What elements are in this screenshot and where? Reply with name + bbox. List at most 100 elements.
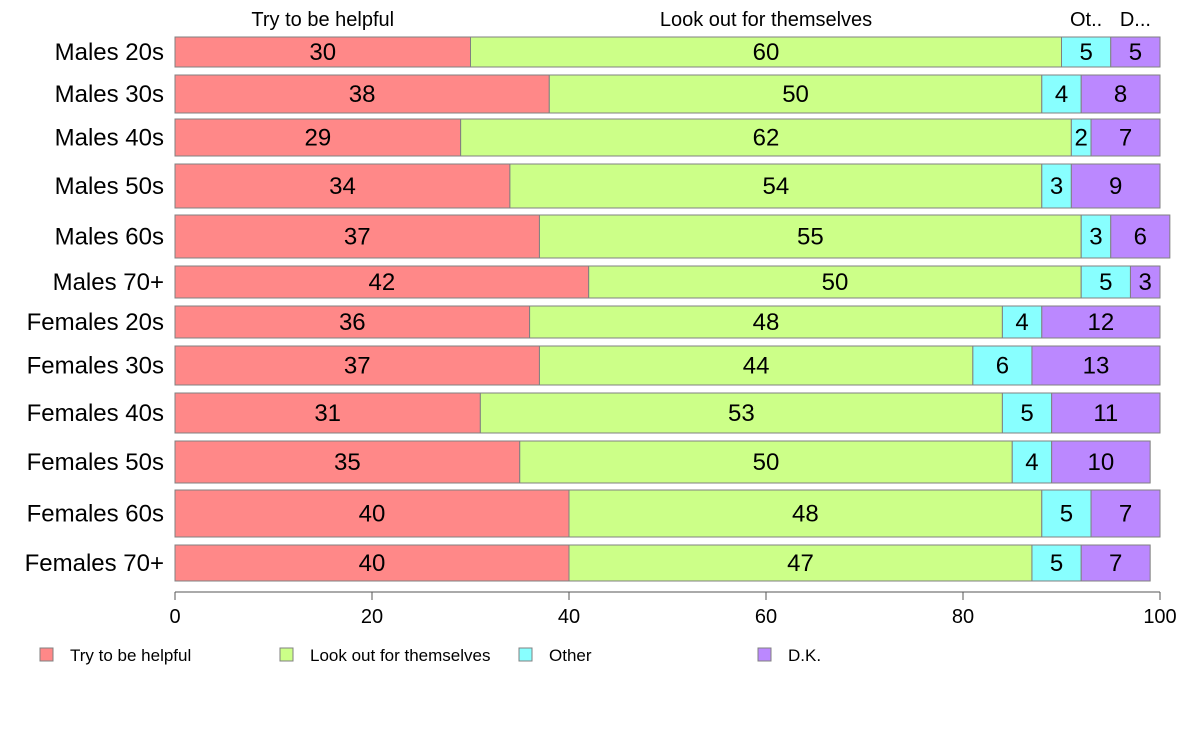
x-tick-label: 40 <box>558 606 580 628</box>
bar-segment-look-out-for-themselves <box>519 440 1013 484</box>
bar-segment-look-out-for-themselves <box>529 305 1003 339</box>
legend-label: D.K. <box>788 646 821 665</box>
data-label: 3 <box>1050 173 1063 200</box>
bar-segment-d-k <box>1110 36 1161 68</box>
category-label: Females 50s <box>27 449 164 476</box>
data-label: 47 <box>787 550 814 577</box>
bar-row-males-50s: 34 54 3 9 <box>174 163 1161 209</box>
data-label: 50 <box>782 81 809 108</box>
x-tick-label: 0 <box>169 606 180 628</box>
top-label-d-k: D... <box>1120 9 1151 31</box>
bar-row-females-60s: 40 48 5 7 <box>174 489 1161 538</box>
data-label: 40 <box>359 501 386 528</box>
data-label: 13 <box>1083 353 1110 380</box>
data-label: 53 <box>728 400 755 427</box>
data-label: 10 <box>1088 449 1115 476</box>
legend-item-d-k: D.K. <box>757 646 821 665</box>
x-tick-label: 60 <box>755 606 777 628</box>
bar-segment-other <box>1080 265 1131 299</box>
bar-row-males-20s: 30 60 5 5 <box>174 36 1161 68</box>
legend-swatch <box>39 647 54 662</box>
data-label: 5 <box>1099 269 1112 296</box>
bar-segment-try-to-be-helpful <box>174 118 462 157</box>
row-labels: Males 20s Males 30s Males 40s Males 50s Male… <box>25 39 164 577</box>
data-label: 42 <box>368 269 395 296</box>
bar-segment-d-k <box>1110 214 1171 259</box>
bar-row-males-60s: 37 55 3 6 <box>174 214 1171 259</box>
bar-segment-look-out-for-themselves <box>568 489 1043 538</box>
bar-segment-try-to-be-helpful <box>174 265 590 299</box>
data-label: 37 <box>344 224 371 251</box>
bar-segment-d-k <box>1080 544 1151 582</box>
bar-row-females-70: 40 47 5 7 <box>174 544 1151 582</box>
top-label-other: Ot.. <box>1070 9 1102 31</box>
bar-segment-other <box>1061 36 1112 68</box>
data-label: 48 <box>753 309 780 336</box>
x-tick-label: 80 <box>952 606 974 628</box>
bar-segment-d-k <box>1090 118 1161 157</box>
legend-swatch <box>279 647 294 662</box>
data-label: 9 <box>1109 173 1122 200</box>
legend-label: Try to be helpful <box>70 646 191 665</box>
data-label: 29 <box>304 125 331 152</box>
bar-segment-d-k <box>1031 345 1161 386</box>
bar-segment-try-to-be-helpful <box>174 214 540 259</box>
data-label: 8 <box>1114 81 1127 108</box>
legend-label: Look out for themselves <box>310 646 490 665</box>
bar-segment-d-k <box>1051 440 1151 484</box>
category-label: Males 20s <box>55 39 164 66</box>
data-label: 36 <box>339 309 366 336</box>
bar-segment-other <box>1041 163 1072 209</box>
category-label: Females 60s <box>27 501 164 528</box>
data-label: 37 <box>344 353 371 380</box>
data-label: 7 <box>1119 125 1132 152</box>
bar-segment-try-to-be-helpful <box>174 74 550 114</box>
bar-segment-try-to-be-helpful <box>174 305 531 339</box>
bar-segment-other <box>1011 440 1053 484</box>
legend-swatch <box>518 647 533 662</box>
data-label: 6 <box>1134 224 1147 251</box>
bar-segment-try-to-be-helpful <box>174 440 521 484</box>
data-label: 34 <box>329 173 356 200</box>
bar-segment-look-out-for-themselves <box>460 118 1072 157</box>
bar-segment-other <box>1001 305 1043 339</box>
data-label: 4 <box>1055 81 1068 108</box>
bar-segment-try-to-be-helpful <box>174 163 511 209</box>
bar-segment-d-k <box>1129 265 1161 299</box>
data-label: 5 <box>1060 501 1073 528</box>
bars: 30 60 5 538 50 4 829 62 2 734 54 3 937 55 3 642 50 5 336 48… <box>174 36 1171 582</box>
bar-segment-other <box>1031 544 1082 582</box>
data-label: 38 <box>349 81 376 108</box>
data-label: 12 <box>1088 309 1115 336</box>
data-label: 11 <box>1093 400 1118 427</box>
data-label: 5 <box>1129 39 1142 66</box>
bar-segment-try-to-be-helpful <box>174 544 570 582</box>
x-tick-label: 100 <box>1143 606 1176 628</box>
x-tick-label: 20 <box>361 606 383 628</box>
bar-segment-d-k <box>1090 489 1161 538</box>
data-label: 2 <box>1075 125 1088 152</box>
data-label: 48 <box>792 501 819 528</box>
bar-segment-other <box>972 345 1033 386</box>
data-label: 60 <box>753 39 780 66</box>
category-label: Males 60s <box>55 224 164 251</box>
data-label: 31 <box>314 400 341 427</box>
bar-segment-look-out-for-themselves <box>470 36 1062 68</box>
legend-item-look-out-for-themselves: Look out for themselves <box>279 646 490 665</box>
bar-segment-d-k <box>1070 163 1161 209</box>
bar-row-males-70: 42 50 5 3 <box>174 265 1161 299</box>
data-label: 55 <box>797 224 824 251</box>
data-label: 6 <box>996 353 1009 380</box>
data-label: 4 <box>1025 449 1038 476</box>
bar-segment-d-k <box>1041 305 1161 339</box>
bar-segment-other <box>1041 74 1082 114</box>
bar-segment-other <box>1080 214 1112 259</box>
legend-item-try-to-be-helpful: Try to be helpful <box>39 646 191 665</box>
data-label: 7 <box>1119 501 1132 528</box>
data-label: 35 <box>334 449 361 476</box>
category-label: Females 30s <box>27 353 164 380</box>
legend-label: Other <box>549 646 592 665</box>
data-label: 3 <box>1139 269 1152 296</box>
top-column-labels: Try to be helpful Look out for themselves… <box>251 9 1151 31</box>
